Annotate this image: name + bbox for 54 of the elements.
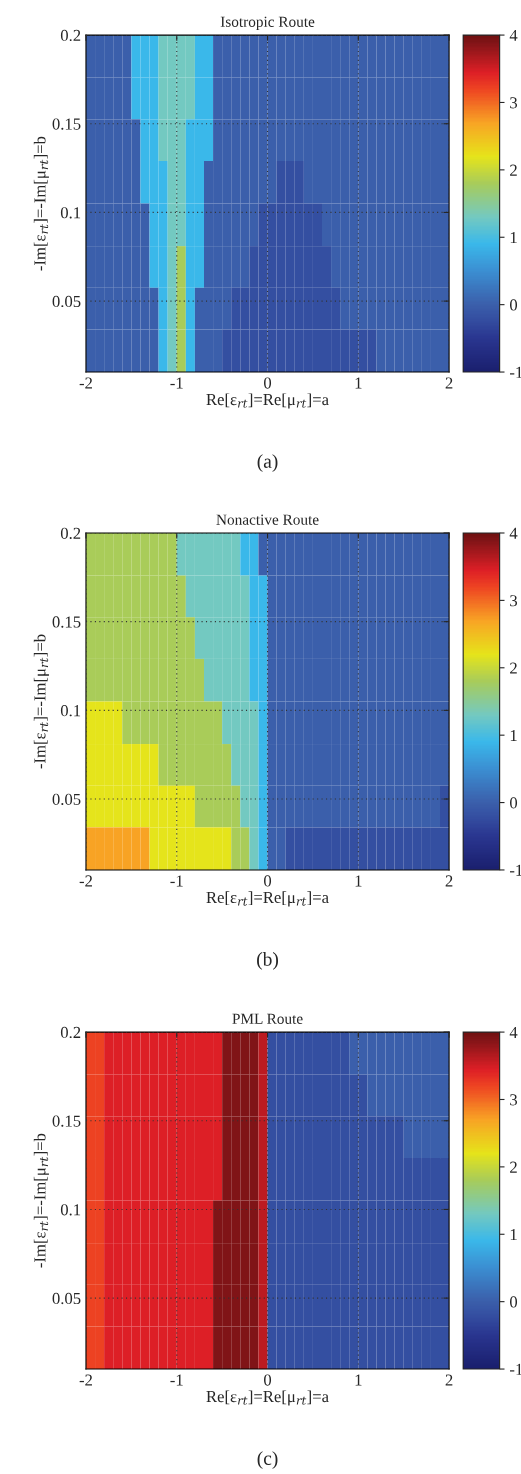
color-bar-label: 1: [510, 1229, 517, 1241]
y-tick-label: 0.2: [60, 29, 81, 42]
x-tick-label: 1: [355, 1374, 362, 1386]
chart-title: Nonactive Route: [216, 514, 319, 525]
color-bar-label: 4: [509, 1026, 518, 1038]
x-tick-label: -1: [170, 875, 183, 887]
x-tick-label: 2: [445, 875, 453, 887]
x-tick-label: -2: [79, 875, 92, 887]
color-bar-label: 0: [510, 299, 518, 311]
x-tick-label: 2: [445, 1374, 453, 1386]
x-tick-label: 0: [264, 875, 272, 887]
x-tick-label: 2: [445, 377, 453, 389]
y-axis-title: -Im[ε$_{rt}$]=-Im[μ$_{rt}$]=b: [33, 1133, 49, 1268]
x-tick-label: 1: [355, 377, 362, 389]
y-tick-label: 0.2: [60, 1026, 81, 1039]
color-bar-label: 1: [510, 232, 517, 244]
x-tick-label: -2: [79, 1374, 92, 1386]
x-axis-title: Re[ε$_{rt}$]=Re[μ$_{rt}$]=a: [206, 393, 329, 409]
chart-title: Isotropic Route: [220, 16, 315, 30]
y-tick-label: 0.05: [52, 295, 81, 308]
x-tick-label: -1: [170, 1374, 183, 1386]
y-axis-title: -Im[ε$_{rt}$]=-Im[μ$_{rt}$]=b: [33, 136, 49, 271]
color-bar-label: 1: [510, 729, 517, 741]
color-bar-label: 2: [510, 662, 517, 674]
color-bar-label: 0: [510, 797, 518, 809]
y-tick-label: 0.2: [60, 527, 81, 540]
y-tick-label: 0.1: [60, 1204, 81, 1216]
color-bar-label: 3: [510, 97, 518, 109]
y-tick-label: 0.1: [60, 705, 81, 717]
y-tick-label: 0.1: [60, 207, 81, 219]
text: (b): [257, 952, 279, 970]
y-tick-label: 0.05: [52, 793, 81, 806]
y-tick-label: 0.15: [52, 118, 81, 130]
text: (a): [257, 454, 278, 472]
color-bar-label: 4: [509, 527, 518, 539]
x-tick-label: 1: [355, 875, 362, 887]
color-bar-label: 2: [510, 164, 517, 176]
y-tick-label: 0.15: [52, 1115, 81, 1127]
y-axis-title: -Im[ε$_{rt}$]=-Im[μ$_{rt}$]=b: [33, 634, 49, 769]
chart-title: PML Route: [232, 1013, 303, 1024]
color-bar-label: 3: [510, 595, 518, 607]
x-axis-title: Re[ε$_{rt}$]=Re[μ$_{rt}$]=a: [206, 1390, 329, 1406]
color-bar-label: 3: [510, 1094, 518, 1106]
x-tick-label: -1: [170, 377, 183, 389]
text: (c): [257, 1451, 278, 1469]
color-bar-label: 0: [510, 1296, 518, 1308]
color-bar-label: 2: [510, 1161, 517, 1173]
x-tick-label: 0: [264, 1374, 272, 1386]
x-tick-label: -2: [79, 377, 92, 389]
color-bar-label: 4: [509, 29, 518, 41]
y-tick-label: 0.05: [52, 1292, 81, 1305]
x-axis-title: Re[ε$_{rt}$]=Re[μ$_{rt}$]=a: [206, 891, 329, 907]
y-tick-label: 0.15: [52, 616, 81, 628]
x-tick-label: 0: [264, 377, 272, 389]
